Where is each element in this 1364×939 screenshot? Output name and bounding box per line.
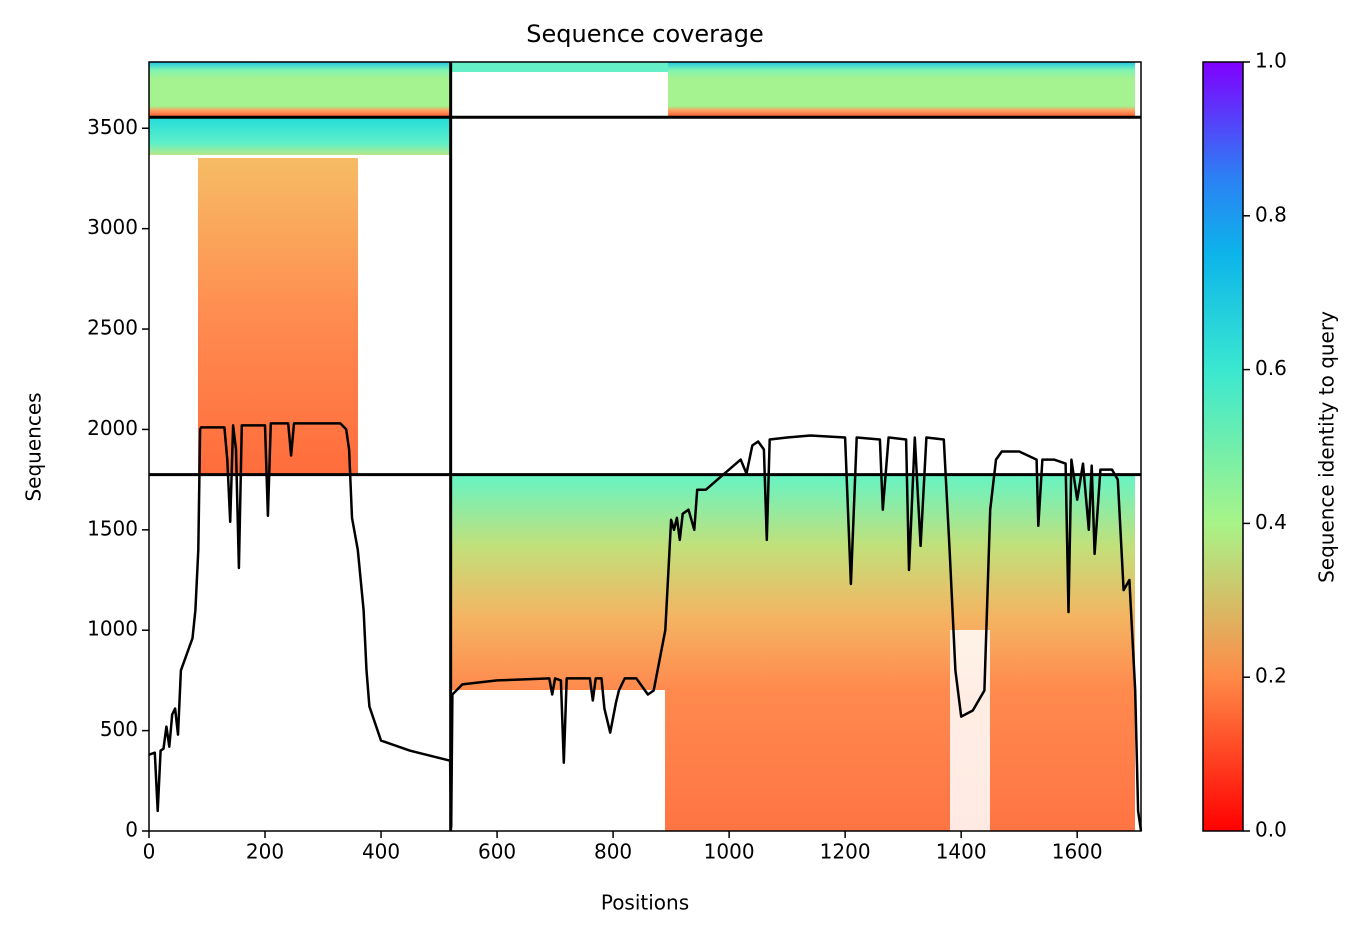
colorbar-tick-label: 0.8 bbox=[1255, 202, 1287, 226]
colorbar-tick-label: 0.6 bbox=[1255, 356, 1287, 380]
x-tick-label: 0 bbox=[143, 840, 156, 864]
coverage-line bbox=[148, 422, 1143, 832]
y-tick-label: 1500 bbox=[87, 516, 138, 540]
colorbar bbox=[1202, 61, 1244, 832]
y-axis-label: Sequences bbox=[22, 392, 46, 501]
heatmap-block bbox=[149, 62, 451, 117]
x-tick-label: 1400 bbox=[936, 840, 987, 864]
heatmap-block bbox=[149, 117, 451, 155]
x-tick-label: 200 bbox=[246, 840, 284, 864]
x-tick-label: 1200 bbox=[820, 840, 871, 864]
y-tick-label: 0 bbox=[125, 818, 138, 842]
heatmap-gap bbox=[451, 690, 665, 831]
x-tick-label: 1000 bbox=[704, 840, 755, 864]
colorbar-tick-label: 0.4 bbox=[1255, 510, 1287, 534]
x-tick-label: 1600 bbox=[1052, 840, 1103, 864]
y-tick-label: 3000 bbox=[87, 215, 138, 239]
y-tick-label: 500 bbox=[100, 717, 138, 741]
colorbar-tick-label: 0.2 bbox=[1255, 664, 1287, 688]
colorbar-label: Sequence identity to query bbox=[1315, 311, 1339, 583]
x-tick-label: 400 bbox=[362, 840, 400, 864]
x-tick-label: 800 bbox=[594, 840, 632, 864]
chart-title: Sequence coverage bbox=[526, 20, 763, 48]
x-tick-label: 600 bbox=[478, 840, 516, 864]
y-tick-label: 2500 bbox=[87, 316, 138, 340]
heatmap-gap bbox=[950, 630, 990, 831]
y-tick-label: 2000 bbox=[87, 416, 138, 440]
plot-frame bbox=[148, 61, 1142, 832]
heatmap bbox=[149, 62, 1135, 831]
colorbar-tick-label: 1.0 bbox=[1255, 49, 1287, 73]
y-tick-label: 3500 bbox=[87, 115, 138, 139]
x-axis-label: Positions bbox=[601, 891, 689, 915]
heatmap-block bbox=[668, 62, 1135, 117]
colorbar-tick-label: 0.0 bbox=[1255, 818, 1287, 842]
heatmap-block bbox=[451, 62, 668, 72]
y-tick-label: 1000 bbox=[87, 617, 138, 641]
